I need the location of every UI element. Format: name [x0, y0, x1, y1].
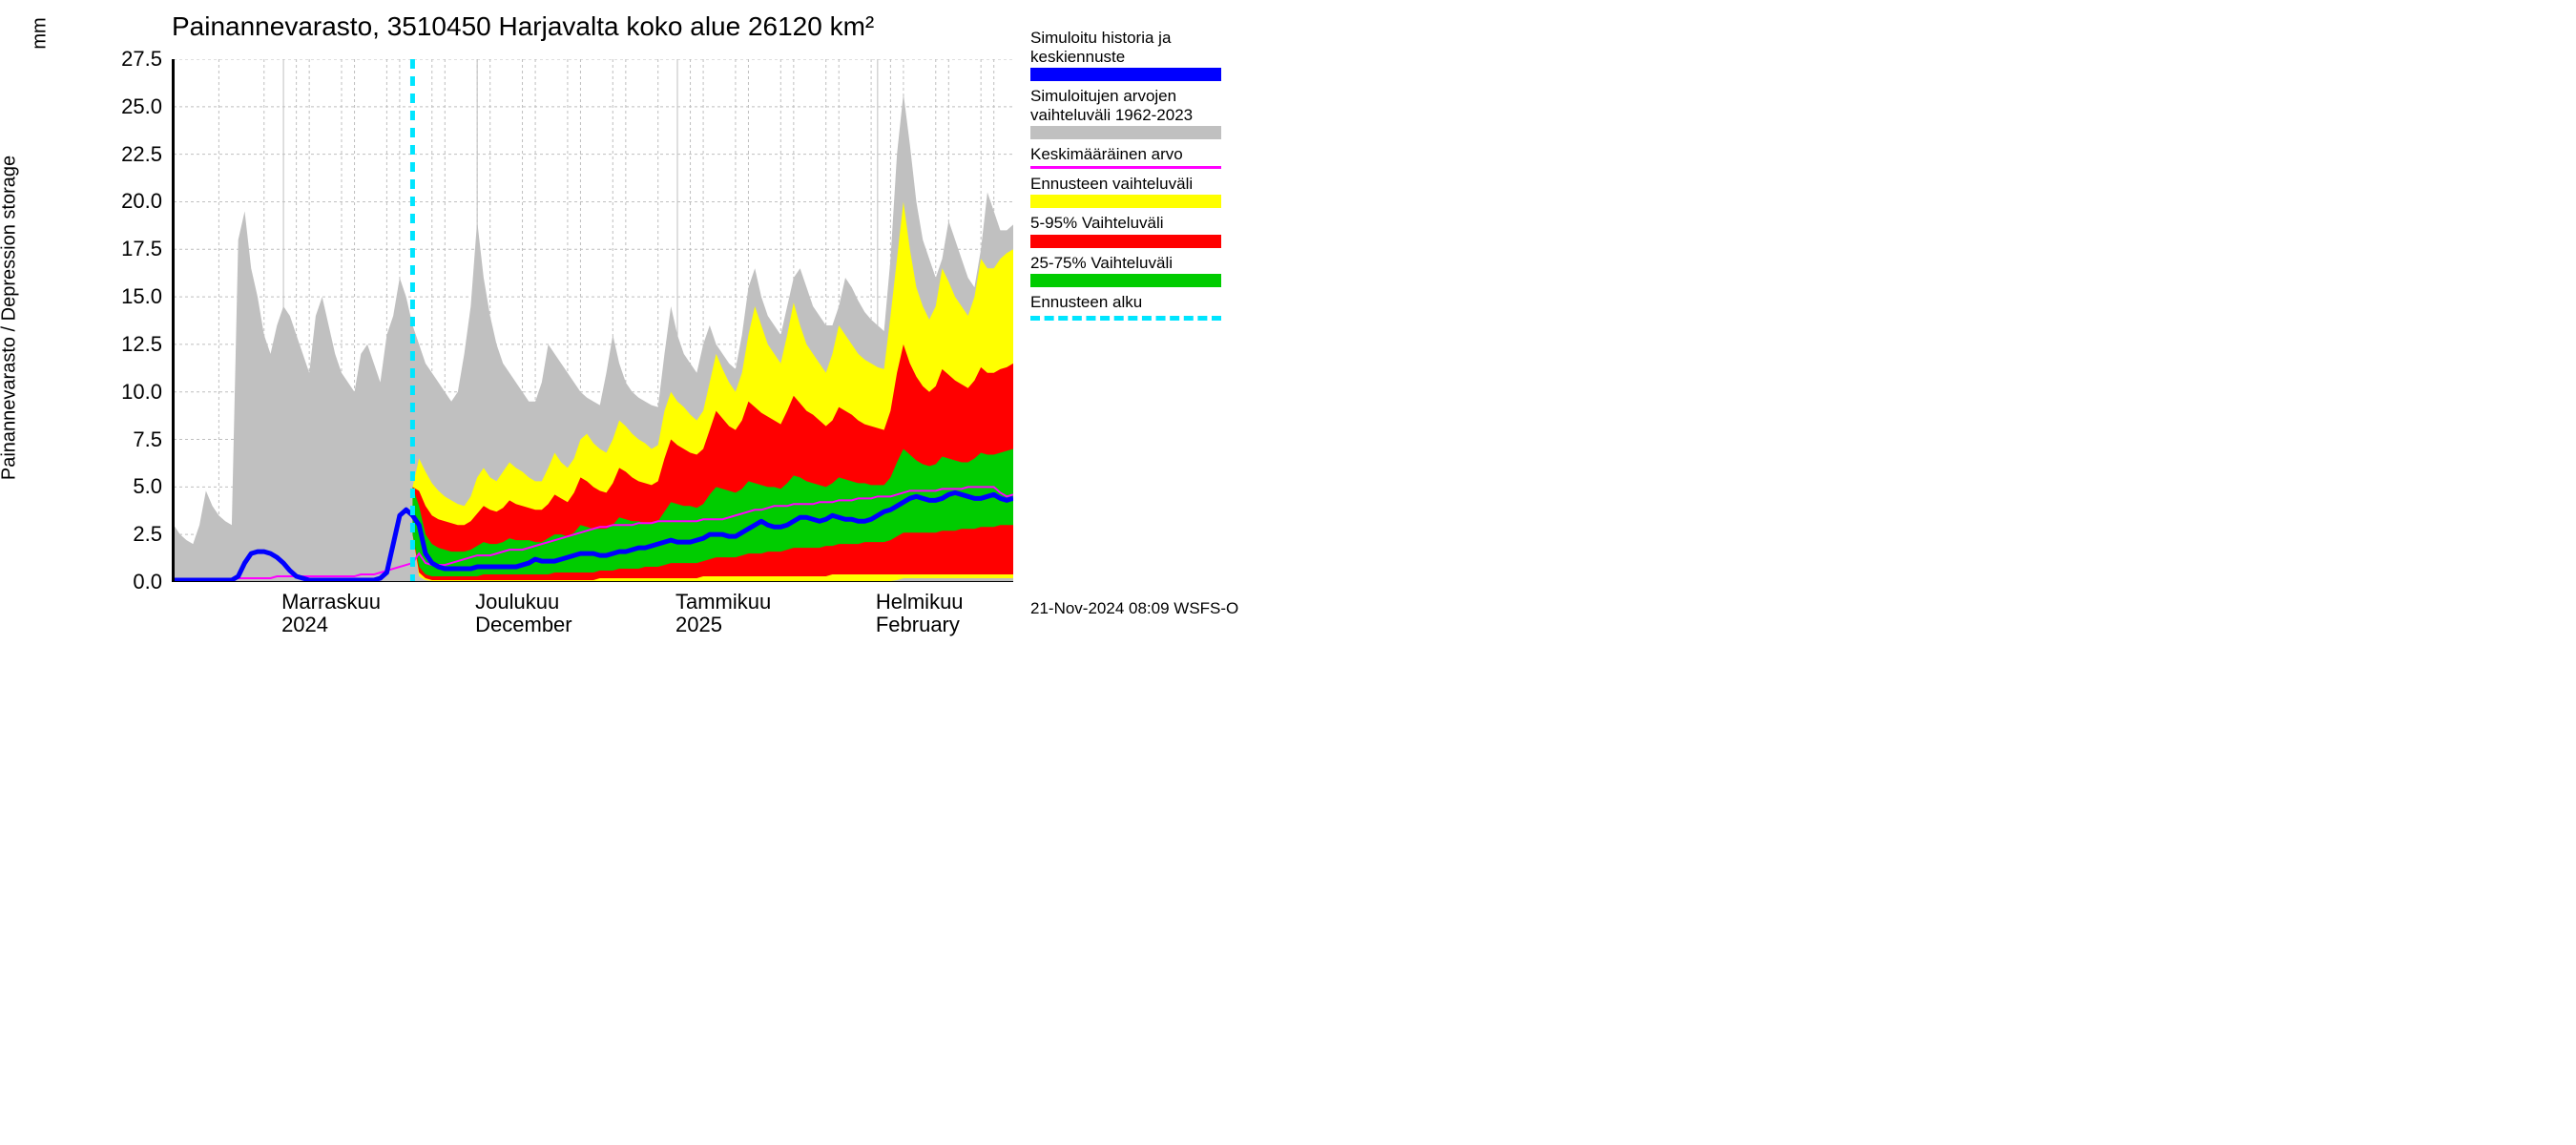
legend-swatch: [1030, 235, 1221, 248]
legend-item: Ennusteen alku: [1030, 293, 1221, 321]
x-tick-sublabel: 2025: [675, 613, 722, 637]
legend-text: Simuloitujen arvojen: [1030, 87, 1221, 106]
legend-swatch: [1030, 316, 1221, 321]
y-axis-label: Painannevarasto / Depression storage: [0, 156, 21, 480]
footer-timestamp: 21-Nov-2024 08:09 WSFS-O: [1030, 599, 1238, 618]
y-tick-label: 20.0: [105, 189, 162, 214]
legend-text: Keskimääräinen arvo: [1030, 145, 1221, 164]
y-tick-label: 12.5: [105, 332, 162, 357]
legend-swatch: [1030, 68, 1221, 81]
x-tick-sublabel: 2024: [281, 613, 328, 637]
legend-item: Simuloitu historia jakeskiennuste: [1030, 29, 1221, 81]
y-tick-label: 10.0: [105, 380, 162, 405]
y-tick-label: 27.5: [105, 47, 162, 72]
legend-swatch: [1030, 195, 1221, 208]
legend-text: Ennusteen vaihteluväli: [1030, 175, 1221, 194]
legend-swatch: [1030, 166, 1221, 169]
x-tick-label: Helmikuu: [876, 590, 964, 614]
y-tick-label: 22.5: [105, 142, 162, 167]
y-tick-label: 15.0: [105, 284, 162, 309]
x-tick-label: Joulukuu: [475, 590, 559, 614]
y-tick-label: 0.0: [105, 570, 162, 594]
legend-swatch: [1030, 274, 1221, 287]
y-axis-unit: mm: [30, 17, 52, 49]
y-tick-label: 25.0: [105, 94, 162, 119]
legend-text: 25-75% Vaihteluväli: [1030, 254, 1221, 273]
legend: Simuloitu historia jakeskiennusteSimuloi…: [1030, 29, 1221, 326]
chart-title: Painannevarasto, 3510450 Harjavalta koko…: [172, 11, 874, 42]
x-tick-sublabel: December: [475, 613, 571, 637]
y-tick-label: 2.5: [105, 522, 162, 547]
y-tick-label: 5.0: [105, 474, 162, 499]
legend-text: 5-95% Vaihteluväli: [1030, 214, 1221, 233]
legend-item: Simuloitujen arvojenvaihteluväli 1962-20…: [1030, 87, 1221, 139]
x-tick-sublabel: February: [876, 613, 960, 637]
legend-swatch: [1030, 126, 1221, 139]
legend-item: Ennusteen vaihteluväli: [1030, 175, 1221, 209]
y-tick-label: 17.5: [105, 237, 162, 261]
plot-area: [172, 59, 1011, 582]
x-tick-label: Marraskuu: [281, 590, 381, 614]
legend-item: 5-95% Vaihteluväli: [1030, 214, 1221, 248]
legend-text: Simuloitu historia ja: [1030, 29, 1221, 48]
chart-container: mm Painannevarasto / Depression storage …: [0, 0, 1431, 635]
legend-text: vaihteluväli 1962-2023: [1030, 106, 1221, 125]
legend-text: Ennusteen alku: [1030, 293, 1221, 312]
legend-item: 25-75% Vaihteluväli: [1030, 254, 1221, 288]
legend-item: Keskimääräinen arvo: [1030, 145, 1221, 169]
y-tick-label: 7.5: [105, 427, 162, 452]
legend-text: keskiennuste: [1030, 48, 1221, 67]
x-tick-label: Tammikuu: [675, 590, 771, 614]
plot-svg: [174, 59, 1013, 582]
